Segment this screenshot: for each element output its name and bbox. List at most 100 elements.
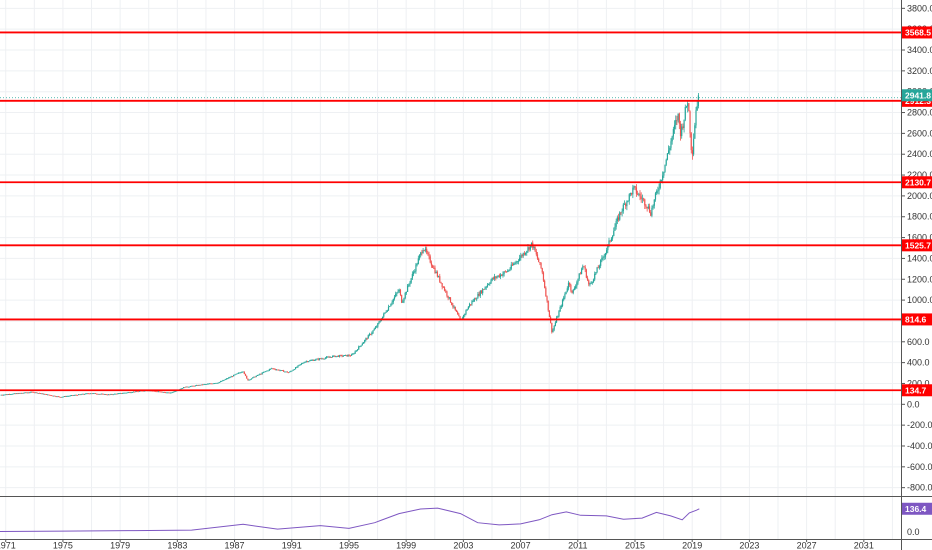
candle-body bbox=[571, 290, 573, 293]
candle-body bbox=[255, 375, 257, 377]
x-tick-label: 1995 bbox=[339, 541, 359, 550]
candle-body bbox=[529, 245, 531, 250]
candle-body bbox=[134, 391, 136, 393]
candle-body bbox=[608, 240, 610, 245]
candle-body bbox=[24, 392, 26, 394]
candle-body bbox=[689, 111, 691, 134]
candle-body bbox=[452, 304, 454, 307]
candle-body bbox=[18, 392, 20, 394]
candle-body bbox=[637, 193, 639, 195]
candle-body bbox=[328, 356, 330, 358]
candle-body bbox=[536, 254, 539, 259]
candle-body bbox=[570, 284, 572, 291]
candle-body bbox=[296, 367, 298, 368]
candle-body bbox=[156, 391, 158, 393]
candle-body bbox=[4, 394, 6, 396]
candle-body bbox=[62, 396, 64, 398]
candle-body bbox=[199, 384, 201, 386]
candle-body bbox=[348, 355, 350, 356]
candle-body bbox=[403, 298, 405, 302]
candle-body bbox=[188, 386, 191, 388]
candle-body bbox=[334, 355, 336, 357]
y-tick-label: 400.0 bbox=[907, 358, 930, 368]
candle-body bbox=[453, 306, 455, 308]
candle-body bbox=[219, 381, 222, 383]
candle-body bbox=[54, 395, 56, 397]
candle-body bbox=[309, 360, 311, 362]
candle-body bbox=[673, 124, 676, 130]
candle-body bbox=[103, 393, 105, 395]
candle-body bbox=[80, 394, 82, 396]
candle-body bbox=[572, 289, 574, 293]
candle-body bbox=[75, 394, 77, 396]
candle-body bbox=[19, 392, 21, 394]
candle-body bbox=[279, 370, 281, 372]
candle-body bbox=[247, 378, 249, 381]
candle-body bbox=[32, 391, 34, 393]
candle-body bbox=[509, 268, 511, 271]
candle-body bbox=[202, 384, 204, 386]
candle-body bbox=[51, 395, 54, 397]
candle-body bbox=[402, 301, 404, 303]
candle-body bbox=[85, 393, 87, 395]
candle-body bbox=[116, 393, 118, 395]
candle-body bbox=[670, 141, 672, 148]
candle-body bbox=[42, 393, 44, 395]
candle-body bbox=[78, 394, 80, 396]
y-tick-label: -600.0 bbox=[907, 462, 932, 472]
candle-body bbox=[601, 257, 603, 261]
candle-body bbox=[93, 393, 95, 395]
y-tick-label: 200.0 bbox=[907, 378, 930, 388]
candle-body bbox=[236, 373, 238, 375]
horizontal-levels[interactable] bbox=[0, 31, 901, 392]
candle-body bbox=[304, 361, 306, 363]
candle-body bbox=[342, 355, 344, 357]
candle-body bbox=[607, 244, 609, 251]
candle-body bbox=[505, 271, 508, 273]
candle-body bbox=[483, 289, 485, 291]
candle-body bbox=[632, 187, 634, 195]
candle-body bbox=[590, 282, 592, 284]
candle-body bbox=[157, 391, 160, 393]
candle-body bbox=[197, 385, 199, 386]
candle-body bbox=[215, 382, 217, 384]
candle-body bbox=[243, 371, 245, 374]
candle-body bbox=[418, 255, 421, 259]
level-tag-bg bbox=[902, 26, 932, 39]
candle-body bbox=[263, 371, 266, 373]
candle-body bbox=[254, 376, 256, 378]
candle-body bbox=[561, 299, 564, 307]
candle-body bbox=[253, 376, 255, 378]
candle-body bbox=[406, 285, 409, 292]
y-tick-label: 0.0 bbox=[907, 399, 920, 409]
candle-body bbox=[436, 271, 438, 277]
candle-body bbox=[675, 119, 677, 125]
y-tick-label: 2000.0 bbox=[907, 191, 932, 201]
candle-body bbox=[408, 284, 410, 286]
candle-body bbox=[654, 193, 657, 200]
level-tag: 2130.7 bbox=[905, 177, 931, 187]
candle-body bbox=[520, 255, 522, 258]
candle-body bbox=[480, 290, 483, 294]
candle-body bbox=[664, 164, 666, 172]
y-tick-label: -400.0 bbox=[907, 441, 932, 451]
candle-body bbox=[285, 371, 287, 373]
candle-body bbox=[476, 298, 478, 300]
candle-body bbox=[666, 153, 669, 160]
candle-body bbox=[171, 392, 173, 394]
candle-body bbox=[688, 103, 690, 112]
candle-body bbox=[118, 393, 120, 394]
candle-body bbox=[546, 296, 548, 301]
candle-body bbox=[565, 291, 567, 295]
candle-body bbox=[321, 358, 323, 360]
candle-body bbox=[463, 315, 465, 319]
candle-body bbox=[227, 378, 229, 380]
candle-body bbox=[421, 252, 423, 254]
candle-body bbox=[45, 394, 48, 395]
candle-body bbox=[67, 396, 69, 397]
candle-body bbox=[530, 242, 533, 246]
candle-body bbox=[218, 382, 220, 383]
candle-body bbox=[250, 378, 253, 380]
